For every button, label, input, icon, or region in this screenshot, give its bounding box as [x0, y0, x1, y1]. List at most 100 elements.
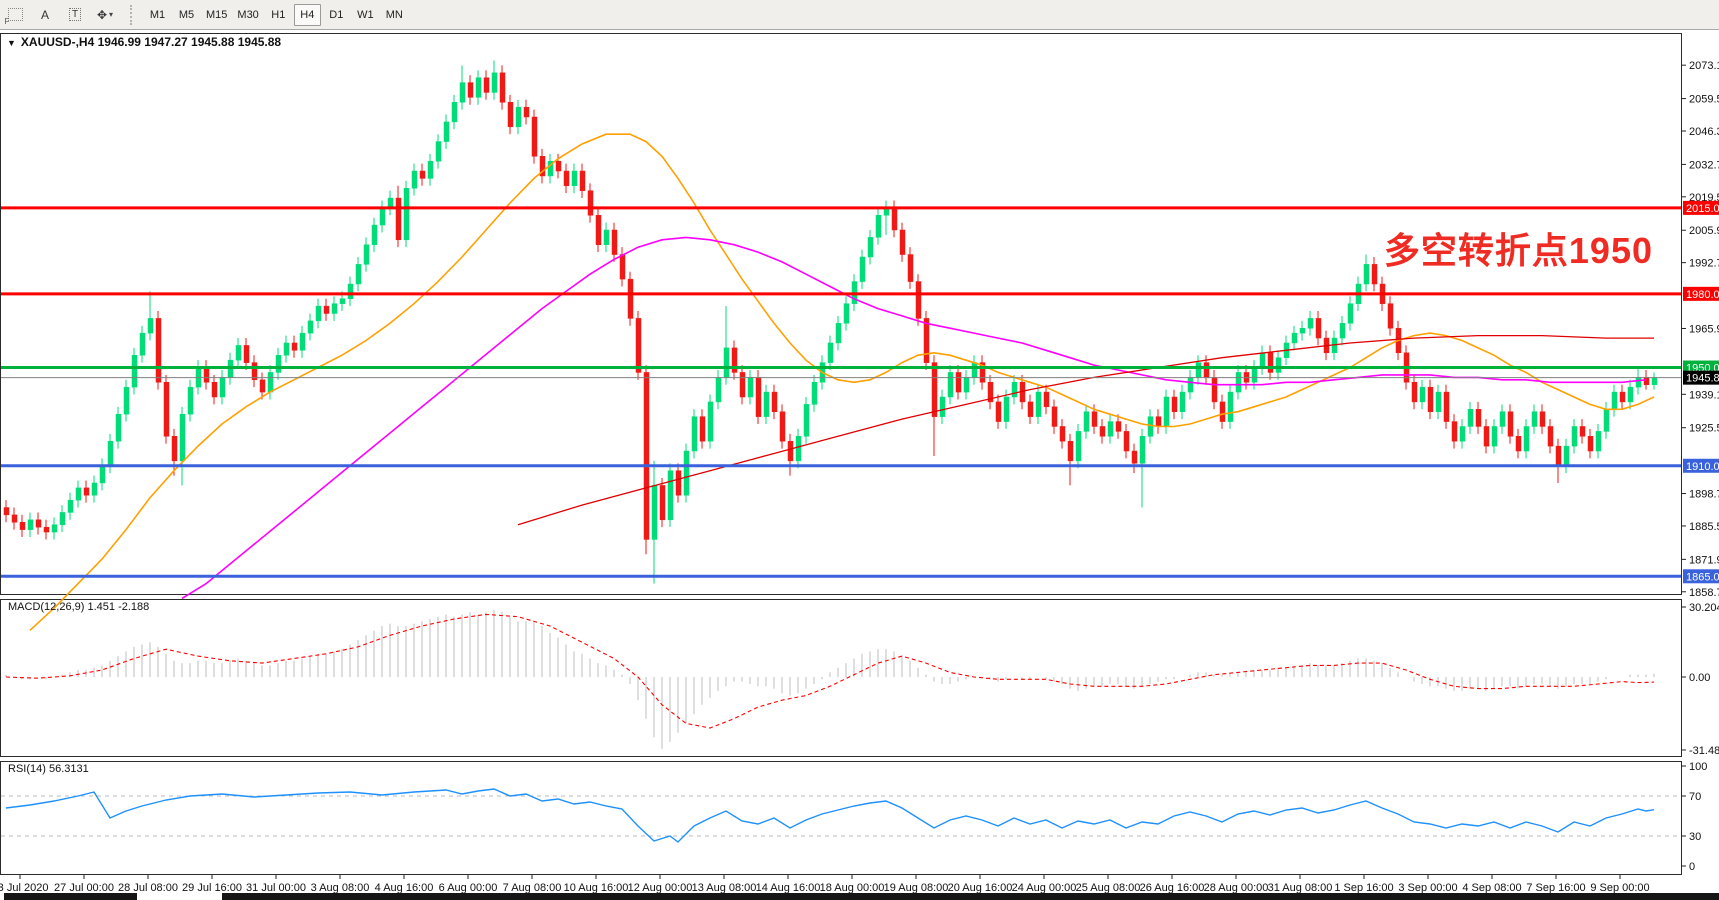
- candle-body: [971, 362, 978, 378]
- rsi-title: RSI(14): [8, 763, 46, 775]
- price-line-label-box: [1683, 569, 1719, 584]
- time-axis-label: 28 Jul 08:00: [118, 882, 178, 894]
- candle-body: [1571, 426, 1578, 447]
- candle-body: [675, 470, 682, 496]
- candle-body: [1043, 391, 1050, 408]
- timeframe-button-M5[interactable]: M5: [173, 4, 200, 26]
- candle-body: [1147, 416, 1154, 437]
- candle-body: [419, 170, 426, 179]
- timeframe-button-D1[interactable]: D1: [323, 4, 350, 26]
- candle-body: [1467, 409, 1474, 427]
- candle-body: [1555, 445, 1562, 467]
- candle-body: [1411, 382, 1418, 403]
- candle-body: [1219, 401, 1226, 422]
- candle-body: [115, 413, 122, 442]
- text-label-icon[interactable]: A: [40, 7, 49, 22]
- candle-body: [19, 522, 26, 530]
- cursor-tool-icon[interactable]: ✥ ▾: [96, 7, 114, 22]
- time-axis-label: 1 Sep 16:00: [1334, 882, 1393, 894]
- candle-body: [147, 318, 154, 334]
- candle-body: [499, 72, 506, 103]
- candle-body: [587, 190, 594, 216]
- candle-body: [347, 283, 354, 300]
- price-line-label-box: [1683, 286, 1719, 301]
- candle-body: [731, 347, 738, 373]
- candle-body: [539, 156, 546, 177]
- time-axis-label: 18 Aug 00:00: [820, 882, 885, 894]
- candle-body: [219, 377, 226, 398]
- candle-body: [315, 305, 322, 322]
- timeframe-button-M30[interactable]: M30: [233, 4, 262, 26]
- candle-body: [1003, 396, 1010, 422]
- candle-body: [1499, 411, 1506, 427]
- timeframe-button-M15[interactable]: M15: [202, 4, 231, 26]
- candle-body: [1547, 426, 1554, 447]
- price-line-label: 1910.00: [1686, 461, 1719, 473]
- candle-body: [1483, 426, 1490, 447]
- rsi-axis-label: 100: [1689, 761, 1707, 773]
- candle-body: [827, 342, 834, 363]
- candle-body: [667, 470, 674, 521]
- candle-body: [1627, 386, 1634, 403]
- timeframe-button-H4[interactable]: H4: [293, 3, 321, 26]
- timeframe-button-H1[interactable]: H1: [265, 4, 292, 26]
- candle-body: [1643, 377, 1650, 385]
- time-axis-label: 25 Aug 08:00: [1076, 882, 1141, 894]
- candle-body: [1611, 391, 1618, 410]
- candle-body: [531, 116, 538, 157]
- candle-body: [395, 197, 402, 241]
- rsi-axis-label: 30: [1689, 831, 1701, 843]
- time-axis-label: 23 Jul 2020: [0, 882, 48, 894]
- time-axis-label: 4 Sep 08:00: [1462, 882, 1521, 894]
- time-axis-label: 31 Aug 08:00: [1268, 882, 1333, 894]
- fibonacci-icon[interactable]: [1, 3, 29, 27]
- candle-body: [411, 170, 418, 189]
- price-axis-label: 2019.50: [1689, 192, 1719, 204]
- candle-body: [915, 281, 922, 319]
- price-line-label-box: [1683, 458, 1719, 473]
- taskbar-fragment: [222, 893, 1719, 900]
- main-panel-border: [0, 33, 1682, 595]
- candle-body: [187, 386, 194, 415]
- candle-body: [491, 72, 498, 93]
- price-line-label-box: [1683, 200, 1719, 215]
- candle-body: [691, 416, 698, 452]
- candle-body: [899, 229, 906, 255]
- candle-body: [1443, 391, 1450, 422]
- candle-body: [1123, 431, 1130, 452]
- price-axis-label: 1898.70: [1689, 489, 1719, 501]
- candle-body: [923, 318, 930, 363]
- candle-body: [435, 141, 442, 162]
- candle-body: [787, 440, 794, 462]
- symbol-ohlc-text: XAUUSD-,H4 1946.99 1947.27 1945.88 1945.…: [20, 35, 282, 49]
- candle-body: [1115, 421, 1122, 432]
- symbol-header[interactable]: ▼ XAUUSD-,H4 1946.99 1947.27 1945.88 1945…: [7, 35, 281, 49]
- candle-body: [259, 379, 266, 393]
- candle-body: [1131, 450, 1138, 464]
- time-axis-label: 14 Aug 16:00: [756, 882, 821, 894]
- macd-axis-label: 30.204: [1689, 602, 1719, 614]
- time-axis-label: 3 Aug 08:00: [311, 882, 370, 894]
- candle-body: [1091, 411, 1098, 427]
- candle-body: [1587, 436, 1594, 452]
- candle-body: [275, 354, 282, 373]
- candle-body: [779, 411, 786, 442]
- candle-body: [811, 382, 818, 405]
- candle-body: [699, 416, 706, 442]
- candle-body: [1291, 332, 1298, 344]
- rsi-indicator-label: RSI(14) 56.3131: [8, 763, 89, 775]
- candle-body: [171, 436, 178, 462]
- timeframe-button-M1[interactable]: M1: [144, 4, 171, 26]
- timeframe-button-MN[interactable]: MN: [381, 4, 408, 26]
- text-box-icon[interactable]: T: [61, 3, 89, 27]
- ma-fast-orange: [29, 133, 1655, 631]
- candle-body: [771, 391, 778, 412]
- candle-body: [11, 514, 18, 523]
- timeframe-button-W1[interactable]: W1: [352, 4, 379, 26]
- candle-body: [1635, 377, 1642, 388]
- price-axis-label: 2005.90: [1689, 225, 1719, 237]
- candle-body: [1155, 416, 1162, 427]
- toolbar-drag-handle[interactable]: [130, 4, 137, 25]
